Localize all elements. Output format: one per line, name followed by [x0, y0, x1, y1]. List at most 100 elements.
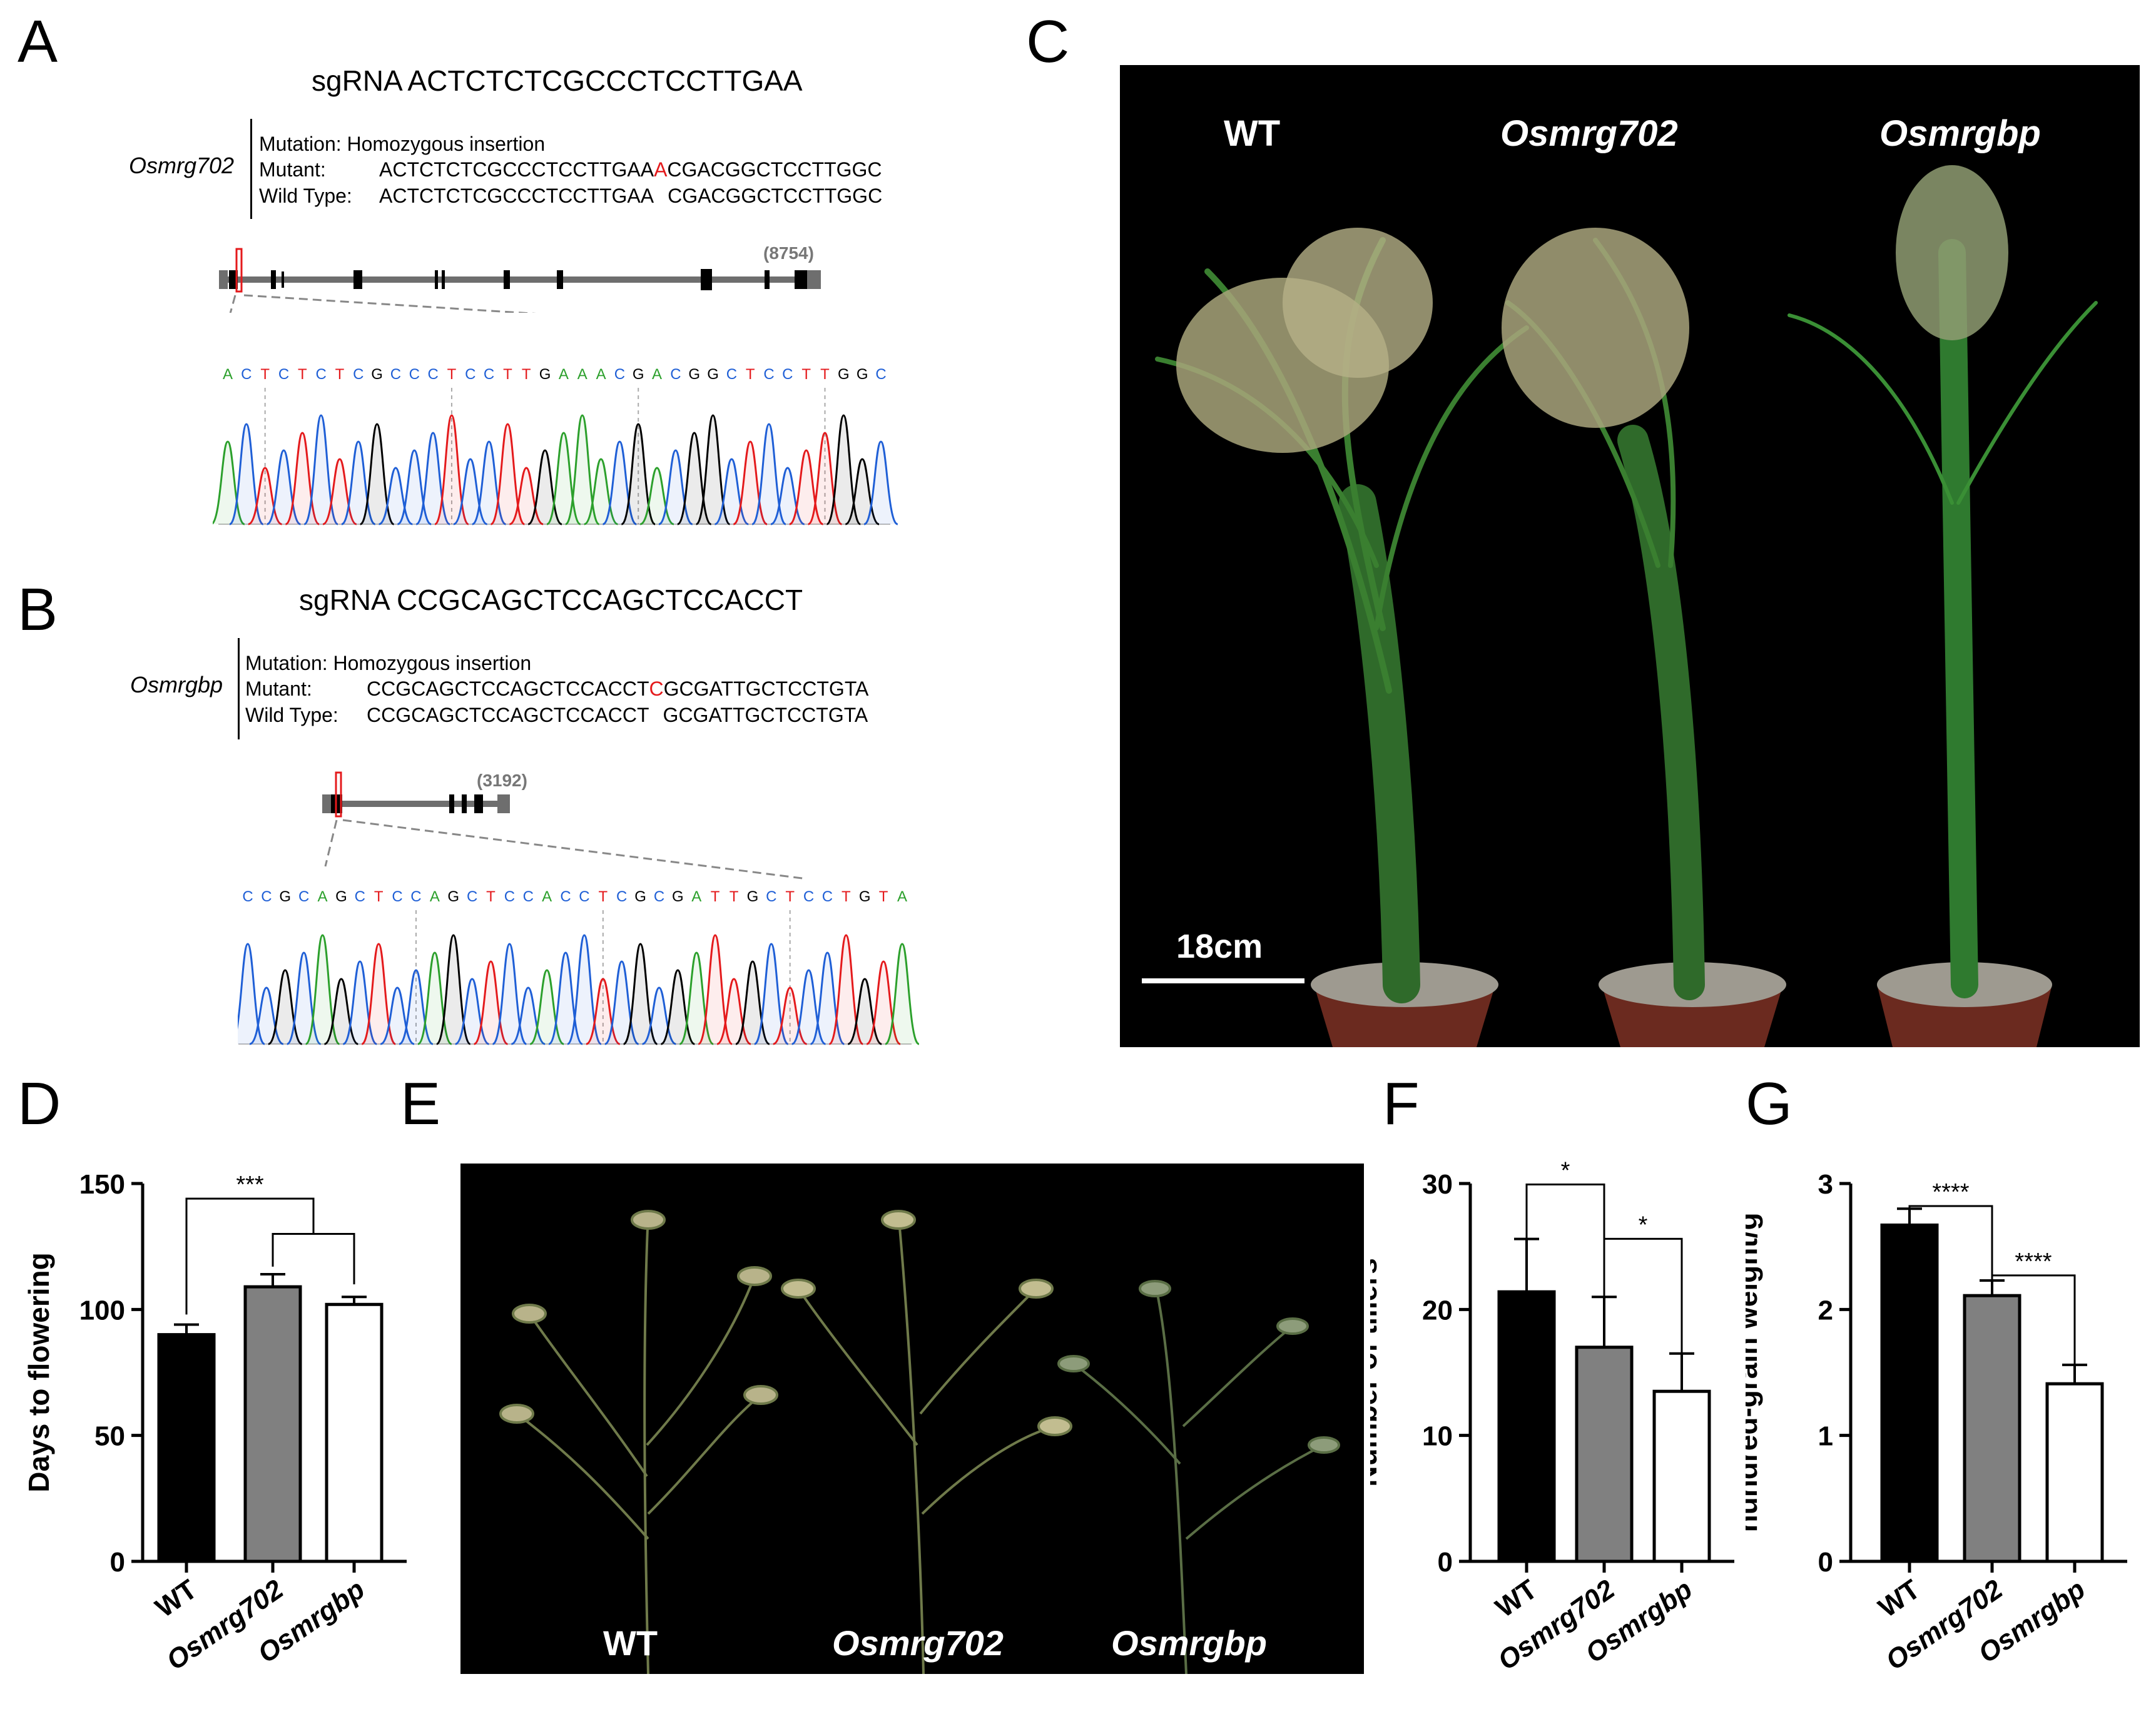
gene-name-b: Osmrgbp [130, 672, 223, 697]
y-tick-label: 2 [1818, 1295, 1833, 1326]
panel-label-g: G [1746, 1070, 1792, 1137]
gene-a-exon [557, 270, 563, 289]
significance-bracket [272, 1233, 355, 1285]
panel-label-b: B [18, 576, 58, 643]
base-call: G [707, 366, 719, 383]
x-tick-label: WT [1490, 1574, 1543, 1623]
base-call: A [318, 888, 328, 905]
panicle-702 [781, 1210, 1072, 1674]
plant-702 [1502, 228, 1705, 1000]
chromatogram-peak [863, 440, 898, 525]
y-tick-label: 150 [79, 1169, 125, 1200]
bar-osmrg702 [1575, 1346, 1634, 1563]
base-call: C [465, 366, 475, 383]
base-call: T [711, 888, 720, 905]
base-call: C [803, 888, 814, 905]
significance-marker: **** [2015, 1249, 2052, 1275]
y-tick-label: 50 [94, 1421, 125, 1452]
bar-wt [157, 1333, 216, 1563]
panicle-label-wt: WT [603, 1623, 658, 1663]
chromatogram-peak [885, 943, 920, 1045]
base-call: C [427, 366, 438, 383]
gene-a-exon [353, 270, 362, 289]
chromatogram-peak [751, 423, 786, 525]
scale-bar-label: 18cm [1176, 928, 1263, 965]
base-call: C [353, 366, 364, 383]
chromatogram-peak [695, 414, 731, 525]
gene-a-target-site [235, 248, 243, 293]
base-call: C [410, 888, 421, 905]
mutant-row-b: Mutant: CCGCAGCTCCAGCTCCACCTCGCGATTGCTCCT… [245, 677, 868, 701]
mutant-insert-a: A [654, 158, 668, 181]
base-call: T [746, 366, 755, 383]
base-call: G [857, 366, 868, 383]
base-call: C [782, 366, 793, 383]
chromatogram-peak [434, 414, 469, 525]
significance-marker: * [1639, 1212, 1648, 1238]
gene-a-exon [765, 270, 770, 289]
gene-b-exon [462, 794, 467, 813]
base-call: C [616, 888, 627, 905]
gene-model-b: (3192) [322, 771, 808, 880]
base-call: C [523, 888, 534, 905]
gene-a-exon [435, 270, 438, 289]
gene-b-exon [449, 794, 454, 813]
significance-marker: * [1561, 1158, 1570, 1184]
gene-b-utr3 [497, 794, 510, 813]
gene-b-length: (3192) [477, 771, 527, 790]
significance-marker: **** [1932, 1179, 1969, 1205]
y-axis-label: Days to flowering [23, 1252, 55, 1492]
gene-a-exon [795, 270, 807, 289]
plant-gbp [1787, 165, 2098, 998]
y-tick-label: 20 [1422, 1295, 1453, 1326]
gene-b-exon [474, 794, 483, 813]
base-call: C [763, 366, 774, 383]
wildtype-row-b: Wild Type: CCGCAGCTCCAGCTCCACCT GCGATTGCTC… [245, 704, 868, 727]
chromatogram-peak [229, 423, 264, 525]
chromatogram-peak [621, 423, 656, 525]
base-call: C [875, 366, 886, 383]
base-call: A [577, 366, 587, 383]
panicle-label-702: Osmrg702 [832, 1623, 1004, 1663]
y-tick-label: 1 [1818, 1421, 1833, 1452]
mutant-seq-pre-b: CCGCAGCTCCAGCTCCACCT [367, 677, 649, 700]
gene-b-target-site [335, 771, 342, 818]
y-tick-label: 100 [79, 1295, 125, 1326]
y-axis-label: Number of tillers [1370, 1258, 1383, 1487]
base-call: G [634, 888, 646, 905]
sgrna-a-prefix: sgRNA [312, 64, 402, 97]
plant-wt [1155, 228, 1529, 1003]
chromatogram-peak [492, 943, 527, 1045]
base-call: T [298, 366, 307, 383]
divider-a [250, 119, 252, 219]
gene-model-a: (8754) [219, 243, 821, 313]
base-call: C [278, 366, 289, 383]
bar-osmrg702 [243, 1285, 302, 1563]
base-call: G [747, 888, 759, 905]
y-axis-label: hundred-grain weight/g [1746, 1212, 1763, 1532]
base-call: T [503, 366, 512, 383]
base-call: T [598, 888, 608, 905]
gene-a-length: (8754) [763, 243, 814, 263]
base-call: G [539, 366, 551, 383]
base-call: C [315, 366, 326, 383]
base-call: C [504, 888, 515, 905]
bar-osmrgbp [2045, 1382, 2104, 1563]
base-call: C [654, 888, 664, 905]
x-tick-label: WT [1873, 1574, 1926, 1623]
mutation-row-b: Mutation: Homozygous insertion [245, 652, 531, 675]
mutant-seq-post-b: GCGATTGCTCCTGTA [663, 677, 869, 700]
base-call: A [652, 366, 662, 383]
base-call: C [484, 366, 494, 383]
base-call: T [522, 366, 531, 383]
chromatogram-peak [567, 934, 602, 1045]
base-call: G [838, 366, 850, 383]
photo-label-wt: WT [1224, 113, 1281, 154]
base-call: T [785, 888, 795, 905]
significance-bracket [1603, 1237, 1683, 1354]
base-call: A [559, 366, 569, 383]
photo-label-gbp: Osmrgbp [1879, 113, 2041, 154]
